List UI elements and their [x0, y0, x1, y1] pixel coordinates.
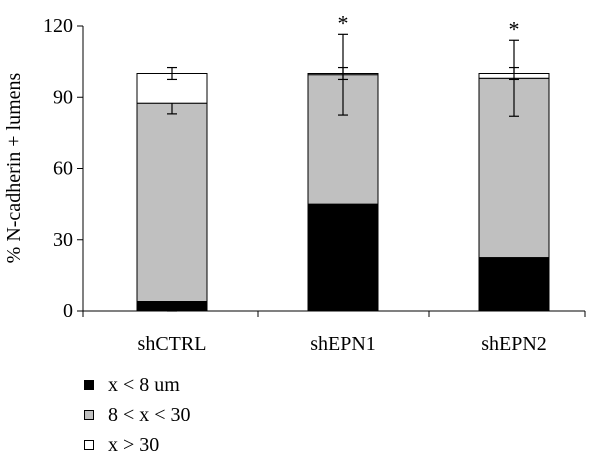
- legend-item: x > 30: [84, 430, 191, 460]
- x-tick-label: shEPN1: [310, 333, 376, 355]
- legend-swatch-medium: [84, 410, 94, 420]
- legend-swatch-large: [84, 440, 94, 450]
- y-tick-label: 0: [63, 300, 73, 322]
- y-tick-label: 30: [53, 229, 73, 251]
- y-tick-label: 120: [43, 15, 73, 37]
- bar-segment: [136, 102, 208, 302]
- legend-item: x < 8 um: [84, 370, 191, 400]
- legend-item: 8 < x < 30: [84, 400, 191, 430]
- y-axis-label: % N-cadherin + lumens: [3, 72, 25, 263]
- legend-swatch-small: [84, 380, 94, 390]
- significance-marker: *: [338, 10, 349, 35]
- significance-marker: *: [509, 16, 520, 41]
- y-tick-label: 60: [53, 158, 73, 180]
- y-tick-label: 90: [53, 86, 73, 108]
- legend-label-medium: 8 < x < 30: [108, 403, 191, 426]
- legend: x < 8 um 8 < x < 30 x > 30: [84, 370, 191, 460]
- x-tick-label: shCTRL: [138, 333, 207, 355]
- x-tick-label: shEPN2: [481, 333, 547, 355]
- legend-label-large: x > 30: [108, 433, 160, 456]
- legend-label-small: x < 8 um: [108, 373, 180, 396]
